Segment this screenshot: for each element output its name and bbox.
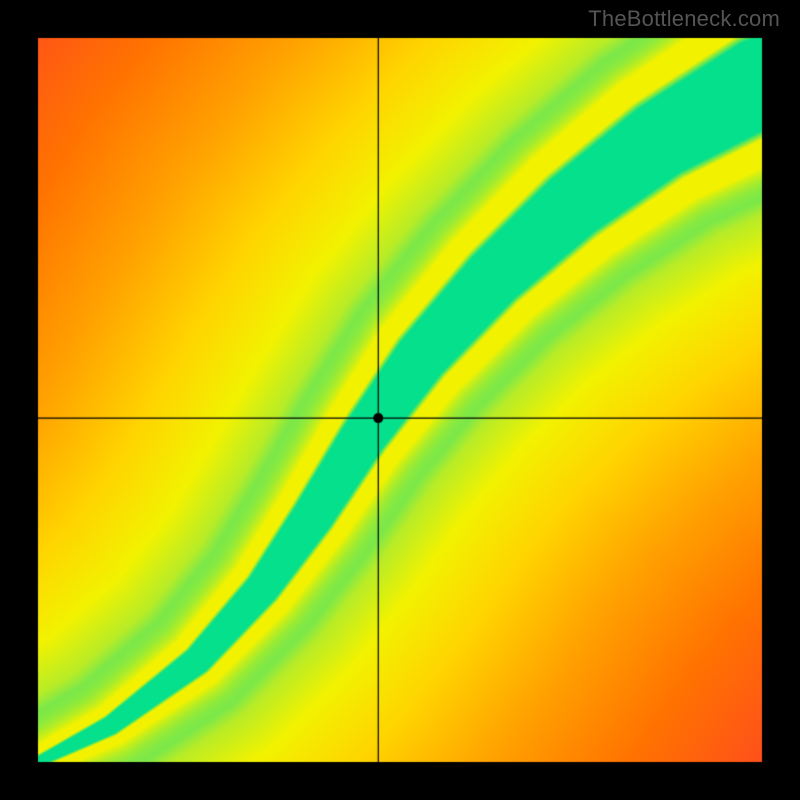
chart-container: TheBottleneck.com [0, 0, 800, 800]
heatmap-canvas [0, 0, 800, 800]
watermark-text: TheBottleneck.com [588, 6, 780, 32]
